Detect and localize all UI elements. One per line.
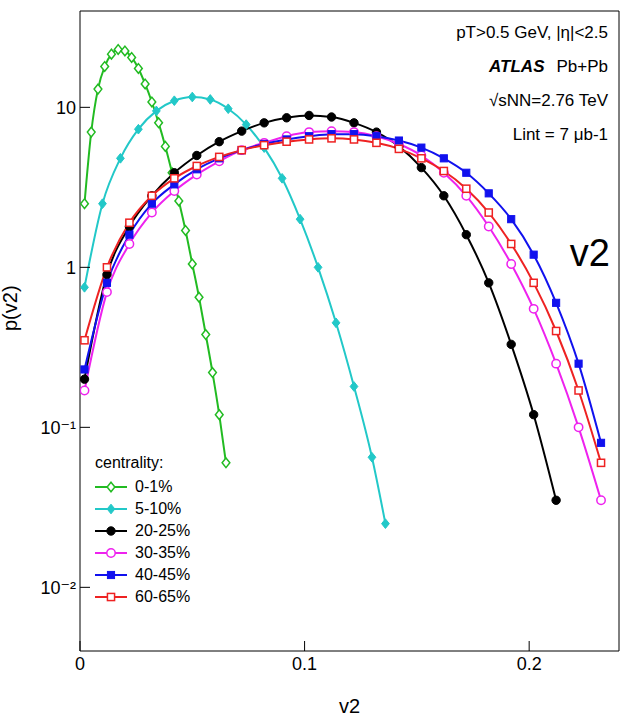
svg-text:p(v2): p(v2): [0, 285, 21, 331]
html-text:ATLAS: ATLAS: [489, 57, 545, 76]
html-text:Pb+Pb: Pb+Pb: [556, 57, 608, 76]
html-text:centrality:: centrality:: [95, 454, 164, 471]
html-text:0-1%: 0-1%: [135, 478, 173, 495]
html-text:Lint = 7 μb-1: Lint = 7 μb-1: [512, 125, 608, 144]
html-text:30-35%: 30-35%: [135, 544, 191, 561]
svg-text:1: 1: [66, 258, 76, 278]
html-text:40-45%: 40-45%: [135, 566, 191, 583]
html-text:pT>0.5 GeV, |η|<2.5: pT>0.5 GeV, |η|<2.5: [456, 23, 608, 42]
svg-text:10: 10: [56, 98, 76, 118]
svg-text:10⁻¹: 10⁻¹: [40, 418, 76, 438]
svg-text:0.2: 0.2: [517, 654, 542, 674]
html-text:5-10%: 5-10%: [135, 500, 182, 517]
html-text:60-65%: 60-65%: [135, 588, 191, 605]
svg-text:0.1: 0.1: [292, 654, 317, 674]
svg-text:0: 0: [75, 654, 85, 674]
svg-text:10⁻²: 10⁻²: [40, 578, 76, 598]
html-text:v2: v2: [569, 232, 610, 274]
html-text:20-25%: 20-25%: [135, 522, 191, 539]
html-text:√sNN=2.76 TeV: √sNN=2.76 TeV: [488, 91, 608, 110]
svg-text:v2: v2: [339, 695, 360, 717]
